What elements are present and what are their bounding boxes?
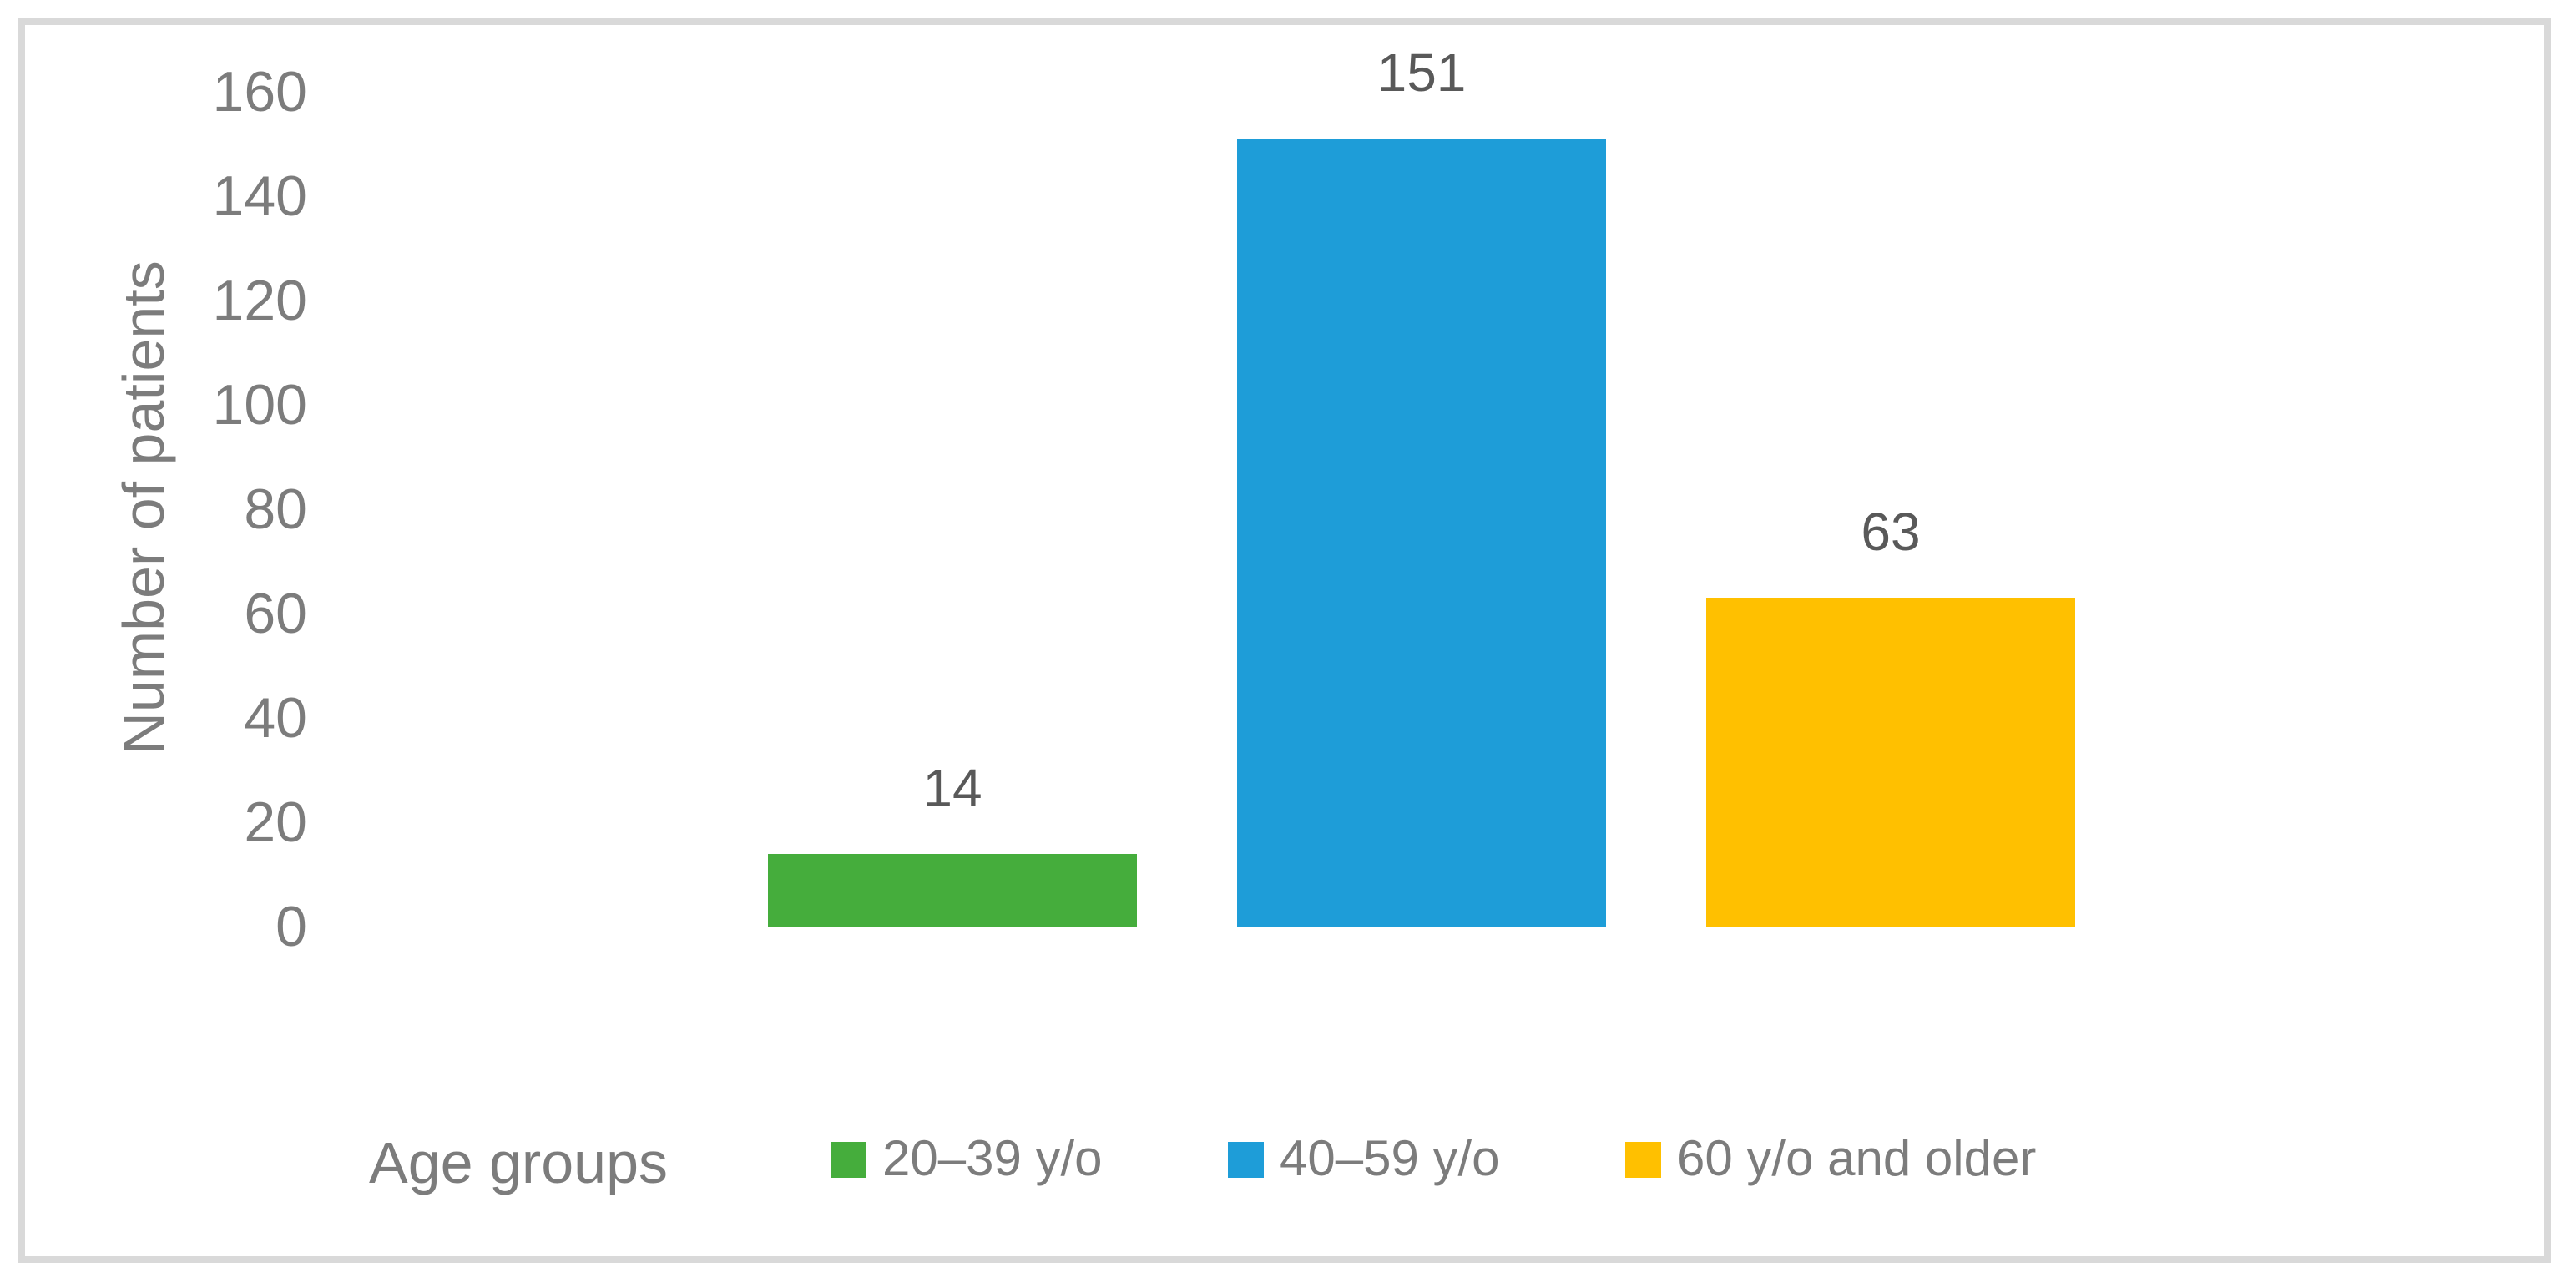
- legend-swatch-60 y/o and older: [1625, 1142, 1661, 1178]
- y-tick-label-160: 160: [212, 60, 307, 124]
- bar-40–59 y/o: [1237, 139, 1606, 927]
- y-tick-label-20: 20: [244, 790, 307, 854]
- value-label-20–39 y/o: 14: [922, 757, 982, 818]
- bar-20–39 y/o: [768, 853, 1137, 927]
- y-tick-label-140: 140: [212, 164, 307, 228]
- legend-label-60 y/o and older: 60 y/o and older: [1677, 1130, 2037, 1186]
- bar-60 y/o and older: [1706, 598, 2075, 927]
- y-tick-label-40: 40: [244, 686, 307, 750]
- legend-swatch-20–39 y/o: [831, 1142, 866, 1178]
- legend-label-20–39 y/o: 20–39 y/o: [882, 1130, 1103, 1186]
- y-axis-tick-labels: 0 20 40 60 80 100 120 140 160: [0, 0, 307, 1288]
- x-axis-title: Age groups: [369, 1130, 669, 1195]
- legend-label-40–59 y/o: 40–59 y/o: [1280, 1130, 1500, 1186]
- value-label-40–59 y/o: 151: [1376, 43, 1467, 104]
- legend-swatch-40–59 y/o: [1228, 1142, 1264, 1178]
- y-tick-label-120: 120: [212, 269, 307, 332]
- y-tick-label-80: 80: [244, 477, 307, 541]
- y-tick-label-60: 60: [244, 582, 307, 645]
- value-label-60 y/o and older: 63: [1861, 502, 1921, 563]
- y-tick-label-100: 100: [212, 373, 307, 437]
- y-tick-label-0: 0: [275, 895, 307, 958]
